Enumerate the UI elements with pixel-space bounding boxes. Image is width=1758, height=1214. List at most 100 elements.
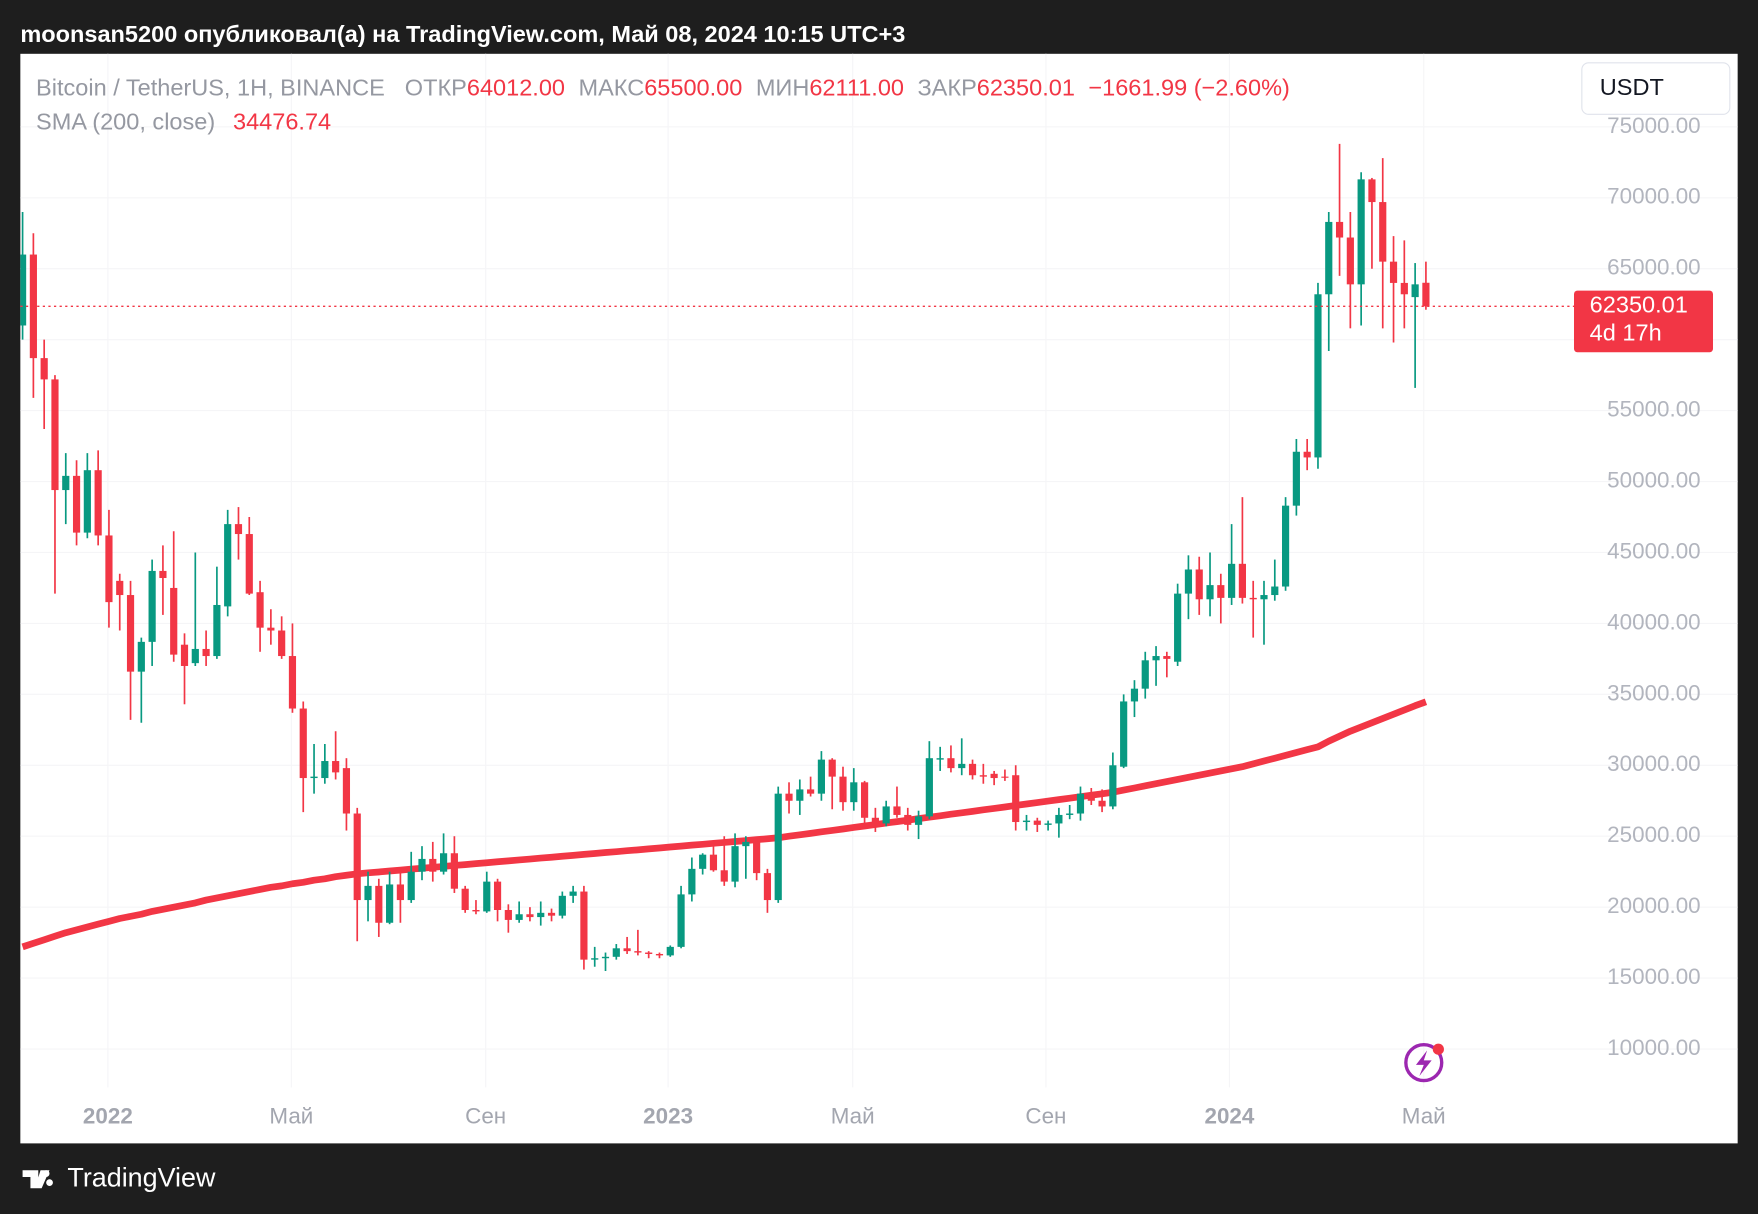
candle-body [1238, 563, 1246, 598]
candle-body [321, 761, 329, 779]
currency-button[interactable] [1581, 62, 1731, 115]
candle-body [914, 816, 923, 825]
candle-body [1292, 451, 1300, 506]
candle-body [1130, 688, 1139, 702]
candle-body [1141, 660, 1149, 689]
legend-line: Bitcoin / TetherUS, 1H, BINANCE ОТКР6401… [36, 75, 1290, 101]
candle-body [817, 759, 825, 794]
candle-body [191, 648, 199, 664]
candle-body [558, 895, 566, 916]
candle-body [709, 854, 718, 871]
y-tick-label: 35000.00 [1607, 680, 1700, 705]
candle-body [310, 776, 318, 779]
candle-body [1098, 800, 1106, 807]
candle-body [537, 912, 545, 918]
candle-body [796, 789, 804, 801]
x-tick-label: Май [1402, 1104, 1446, 1129]
candle-body [418, 858, 426, 872]
candle-body [353, 813, 361, 901]
candle-body [731, 846, 739, 882]
indicator-name: SMA (200, close) [36, 109, 215, 135]
candle-body [504, 909, 512, 920]
candle-body [342, 768, 351, 814]
candle-body [839, 776, 847, 803]
candle-body [968, 763, 977, 776]
candle-body [645, 952, 653, 954]
candle-body [213, 604, 221, 657]
candle-body [871, 817, 879, 824]
candle-body [850, 782, 858, 803]
candle-body [72, 475, 81, 533]
y-tick-label: 45000.00 [1607, 538, 1700, 563]
candle-body [245, 534, 253, 594]
candle-body [256, 592, 264, 628]
last-price-label: 62350.01 [1590, 292, 1688, 318]
candle-body [753, 841, 761, 874]
candle-body [655, 953, 664, 956]
candle-body [1195, 569, 1203, 600]
candle-body [170, 587, 178, 655]
symbol: Bitcoin / TetherUS, 1H, BINANCE [36, 75, 385, 101]
candle-body [904, 814, 912, 825]
candle-body [51, 379, 59, 491]
candle-body [1163, 656, 1171, 659]
candle-body [62, 475, 70, 491]
candle-body [979, 775, 987, 777]
candle-body [1249, 597, 1257, 600]
candle-body [547, 912, 556, 916]
candle-body [148, 570, 156, 642]
candle-body [1120, 701, 1128, 767]
alert-icon[interactable] [1404, 1043, 1444, 1083]
legend-label: МАКС [578, 75, 644, 101]
candle-body [947, 758, 955, 769]
candle-body [83, 470, 91, 533]
candle-body [1335, 221, 1344, 238]
candle-body [461, 888, 469, 910]
candle-body [591, 958, 599, 960]
legend-change: −1661.99 (−2.60%) [1088, 75, 1289, 101]
candle-body [1174, 593, 1182, 662]
y-tick-label: 20000.00 [1607, 893, 1700, 918]
candle-body [1055, 814, 1063, 824]
candle-body [1346, 237, 1354, 285]
candle-body [483, 881, 491, 912]
candle-body [116, 580, 124, 596]
legend-label: ЗАКР [917, 75, 976, 101]
indicator-value: 34476.74 [233, 109, 331, 135]
candle-body [936, 758, 944, 760]
candle-body [1379, 202, 1387, 262]
candle-body [1033, 820, 1041, 825]
candle-body [925, 758, 933, 817]
candle-body [1228, 563, 1236, 598]
candle-body [224, 524, 232, 607]
candle-body [1217, 585, 1225, 598]
axes: 10000.00 15000.00 20000.00 25000.00 30000.00… [20, 113, 1713, 1129]
candle-body [1022, 820, 1031, 823]
candle-body [20, 254, 27, 326]
candle-body [1271, 586, 1279, 596]
legend-value: 64012.00 [467, 75, 565, 101]
candle-body [1411, 284, 1419, 298]
candles-layer [20, 143, 1430, 971]
x-tick-label: 2023 [643, 1104, 693, 1129]
x-tick-label: Сен [1025, 1104, 1066, 1129]
candle-body [1044, 823, 1052, 825]
countdown-label: 4d 17h [1590, 320, 1662, 346]
y-tick-label: 40000.00 [1607, 609, 1700, 634]
candle-body [234, 524, 243, 535]
legend-label: МИН [756, 75, 810, 101]
candle-body [137, 641, 145, 672]
candle-body [1152, 656, 1160, 661]
candle-body [1066, 813, 1074, 815]
x-tick-label: Сен [465, 1104, 506, 1129]
candle-body [159, 570, 167, 579]
candle-body [515, 914, 523, 920]
candle-body [677, 894, 685, 947]
candle-body [699, 854, 707, 869]
candle-body [623, 948, 631, 952]
candle-body [774, 793, 782, 901]
candle-body [299, 708, 307, 779]
currency-label[interactable]: USDT [1600, 74, 1664, 100]
